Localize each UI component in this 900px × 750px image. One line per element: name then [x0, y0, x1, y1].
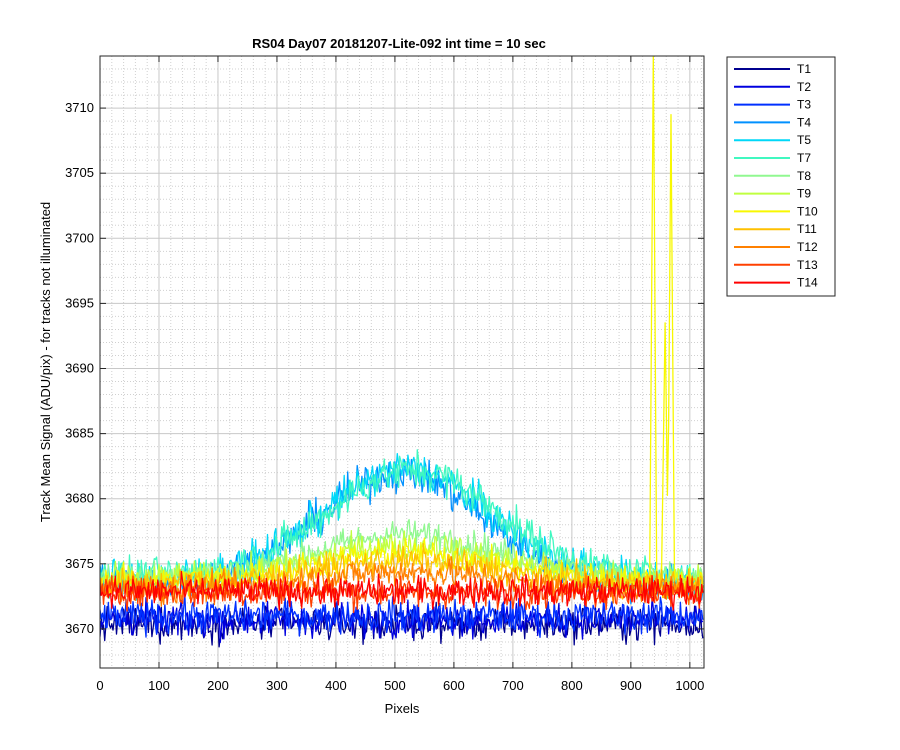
y-tick-label: 3710 [65, 100, 94, 115]
x-tick-label: 300 [266, 678, 288, 693]
legend-label-t10: T10 [797, 204, 818, 218]
y-tick-label: 3705 [65, 165, 94, 180]
legend-label-t14: T14 [797, 276, 818, 290]
y-axis-tick-labels: 3670 3675 3680 3685 3690 3695 3700 3705 3710 [65, 100, 94, 636]
x-tick-label: 200 [207, 678, 229, 693]
legend-label-t7: T7 [797, 151, 811, 165]
x-tick-label: 0 [96, 678, 103, 693]
series-line-t14 [100, 570, 704, 611]
x-axis-tick-labels: 0 100 200 300 400 500 600 700 800 900 1000 [96, 678, 704, 693]
y-tick-label: 3700 [65, 230, 94, 245]
legend-label-t12: T12 [797, 240, 818, 254]
x-tick-label: 900 [620, 678, 642, 693]
legend-label-t5: T5 [797, 133, 811, 147]
series-lines [100, 56, 704, 648]
x-axis-label: Pixels [385, 701, 420, 716]
x-tick-label: 500 [384, 678, 406, 693]
legend-label-t9: T9 [797, 187, 811, 201]
legend-label-t11: T11 [797, 222, 817, 236]
y-tick-label: 3695 [65, 295, 94, 310]
legend-label-t1: T1 [797, 62, 811, 76]
x-tick-label: 1000 [675, 678, 704, 693]
y-tick-label: 3690 [65, 361, 94, 376]
y-axis-label: Track Mean Signal (ADU/pix) - for tracks… [38, 202, 53, 522]
legend-label-t8: T8 [797, 169, 811, 183]
legend-label-t4: T4 [797, 115, 811, 129]
y-tick-label: 3670 [65, 621, 94, 636]
legend-label-t2: T2 [797, 80, 811, 94]
x-tick-label: 100 [148, 678, 170, 693]
y-tick-label: 3675 [65, 556, 94, 571]
plot-frame [99, 55, 705, 669]
x-tick-label: 600 [443, 678, 465, 693]
series-line-t3 [100, 594, 704, 638]
plot-area [99, 55, 705, 669]
y-tick-label: 3685 [65, 426, 94, 441]
axis-ticks [99, 56, 704, 668]
x-tick-label: 400 [325, 678, 347, 693]
legend-label-t13: T13 [797, 258, 818, 272]
x-tick-label: 700 [502, 678, 524, 693]
chart-title: RS04 Day07 20181207-Lite-092 int time = … [252, 36, 546, 51]
legend: T1 T2 T3 T4 T5 T7 T8 T9 T10 T11 T12 T13 T14 [726, 56, 836, 297]
legend-label-t3: T3 [797, 98, 811, 112]
x-tick-label: 800 [561, 678, 583, 693]
y-tick-label: 3680 [65, 491, 94, 506]
